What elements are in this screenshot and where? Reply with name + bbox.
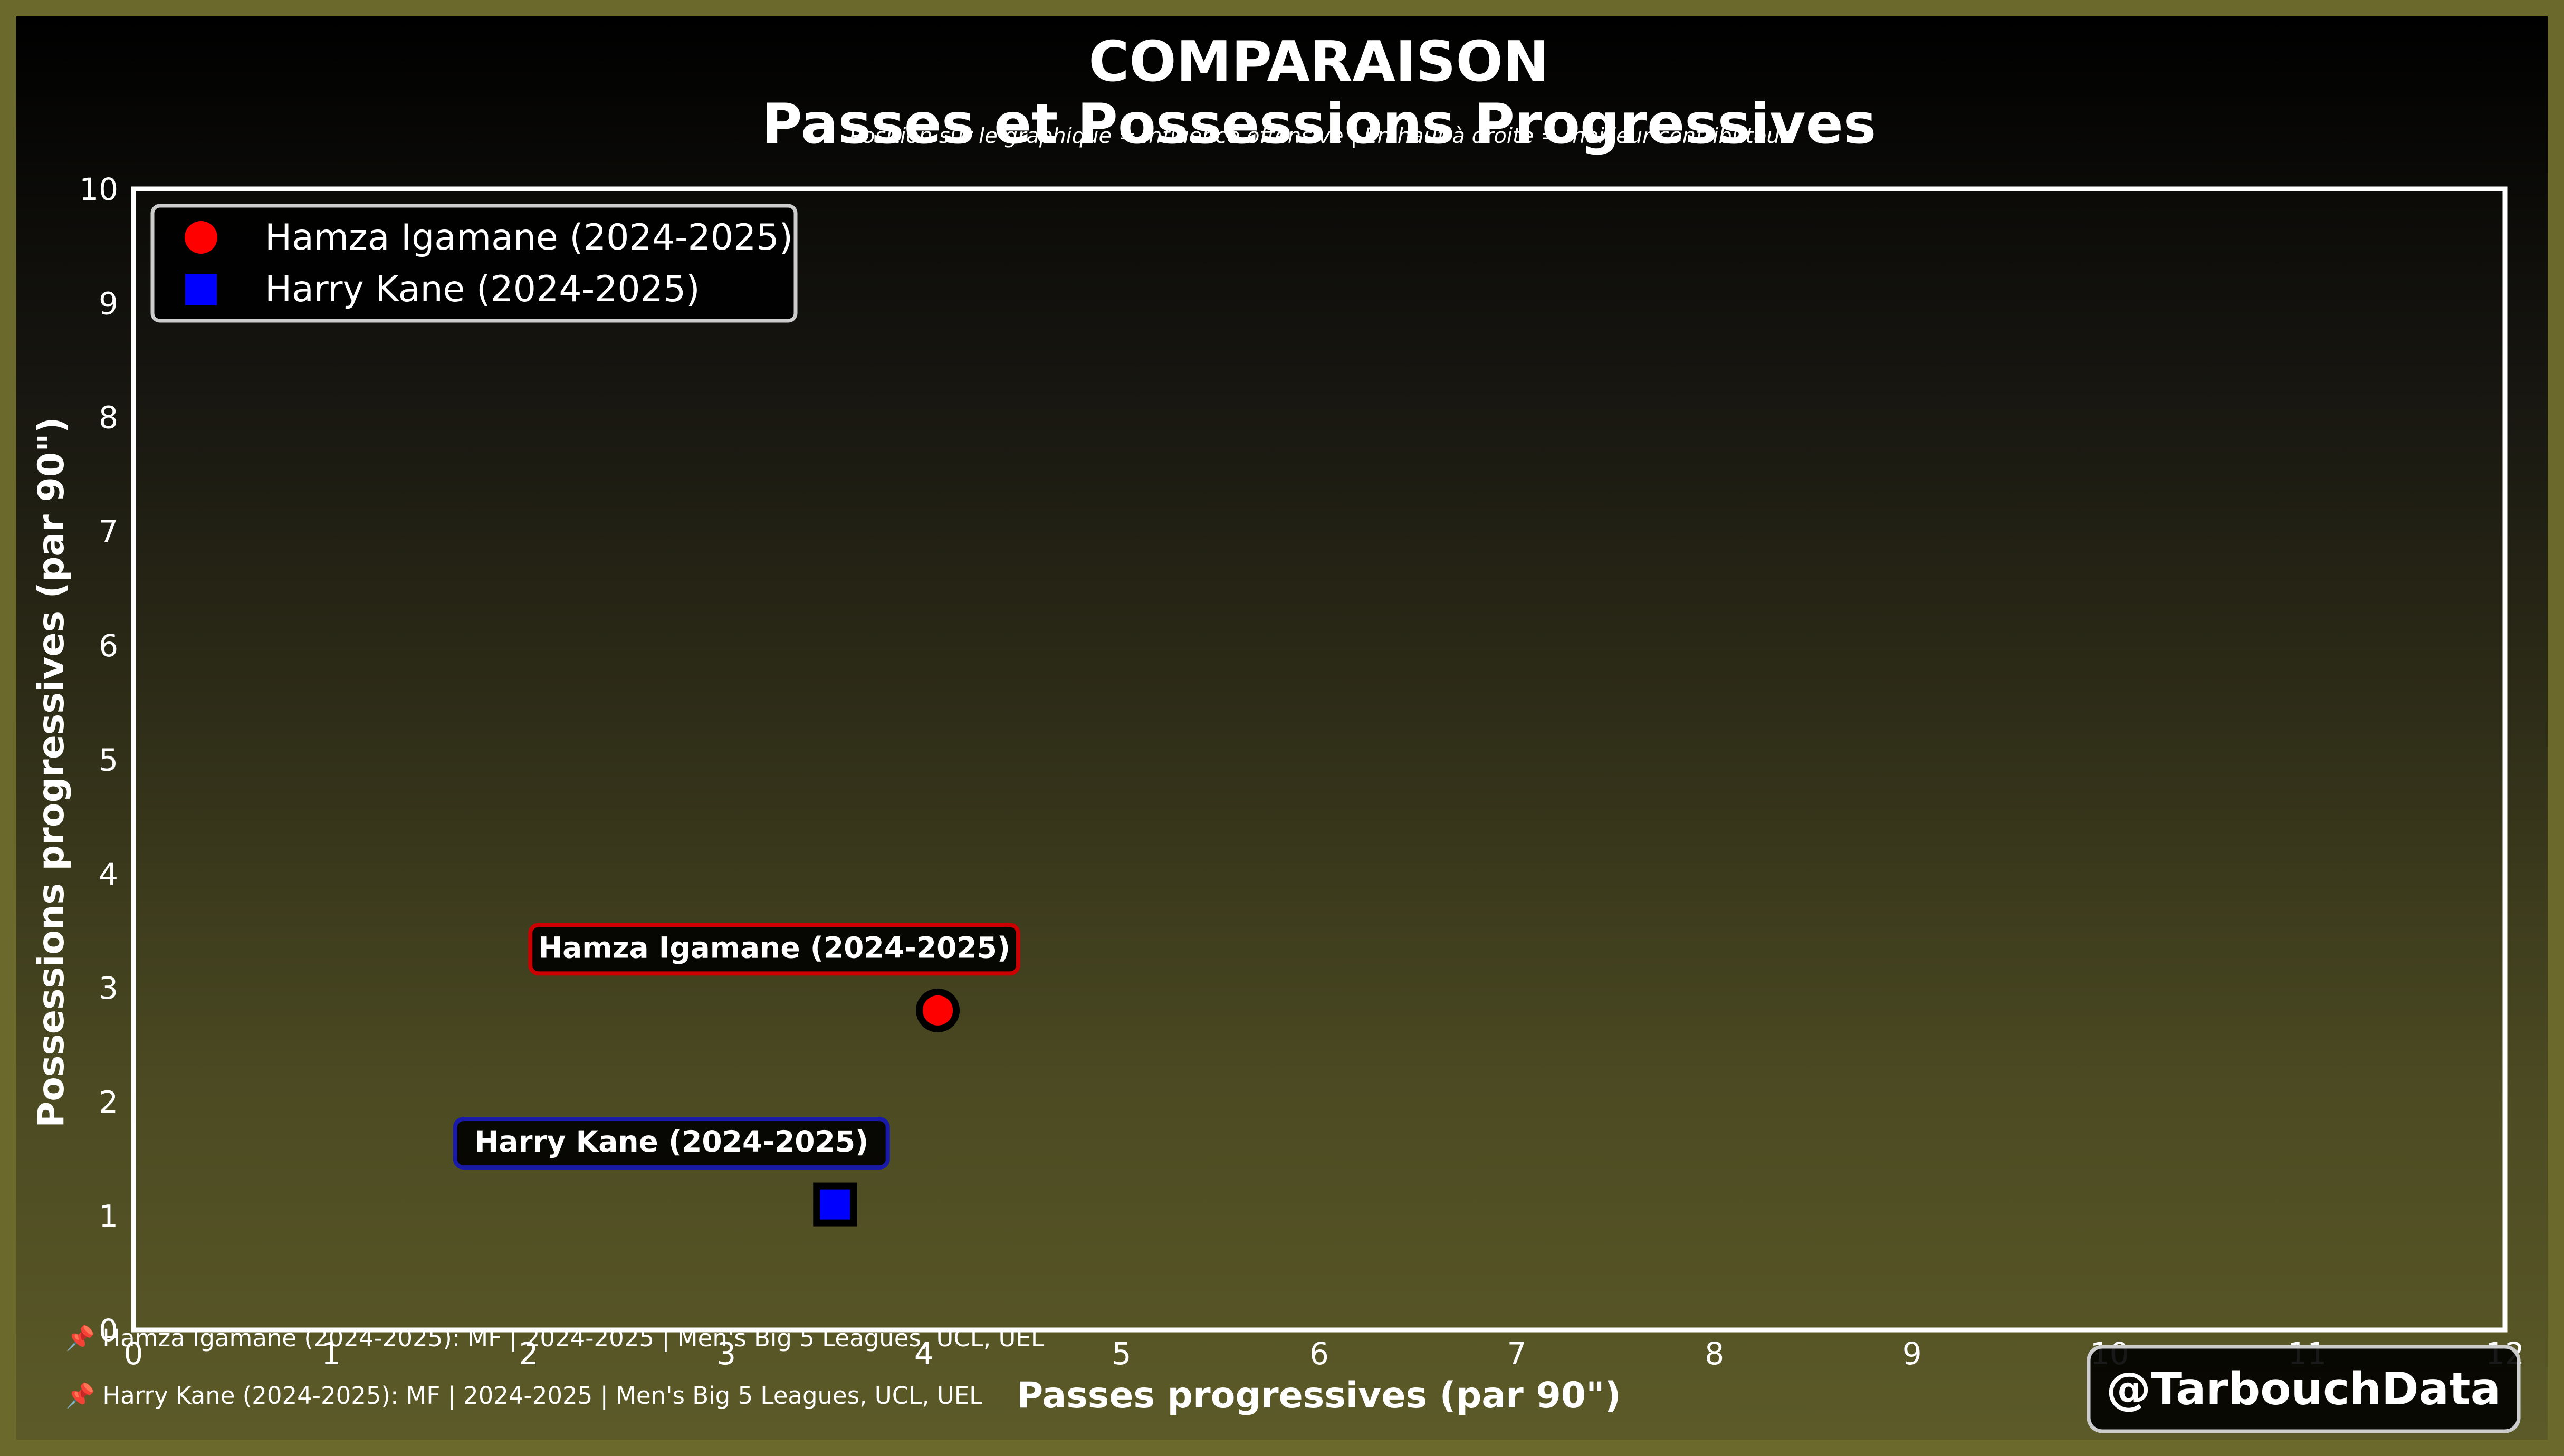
x-axis-label: Passes progressives (par 90") (1017, 1375, 1621, 1416)
x-tick-label: 4 (914, 1336, 934, 1372)
data-marks: Hamza Igamane (2024-2025) Harry Kane (202… (453, 923, 1021, 1227)
x-tick-label: 9 (1902, 1336, 1922, 1372)
brand-badge: @TarbouchData (2087, 1345, 2521, 1433)
chart-title: COMPARAISON (1088, 30, 1549, 94)
chart-frame: COMPARAISON Passes et Possessions Progre… (16, 16, 2548, 1440)
data-point (813, 1182, 857, 1227)
y-tick-label: 1 (99, 1199, 118, 1234)
x-tick-label: 2 (519, 1336, 539, 1372)
y-tick-label: 2 (99, 1084, 118, 1120)
point-annotation: Hamza Igamane (2024-2025) (538, 931, 1010, 964)
y-tick-label: 9 (99, 285, 118, 321)
plot-area (131, 186, 2508, 1333)
y-axis-label: Possessions progressives (par 90") (31, 417, 72, 1127)
data-point (916, 988, 960, 1032)
x-tick-label: 8 (1705, 1336, 1724, 1372)
legend-label: Hamza Igamane (2024-2025) (265, 217, 793, 258)
point-annotation-box (453, 1117, 890, 1170)
y-tick-label: 0 (99, 1313, 118, 1348)
chart-subtitle: Passes et Possessions Progressives (762, 92, 1877, 156)
y-tick-label: 6 (99, 628, 118, 664)
chart-caption: Position sur le graphique = influence of… (849, 124, 1790, 148)
y-tick-label: 5 (99, 742, 118, 778)
x-tick-label: 7 (1507, 1336, 1527, 1372)
footnote: 📌 Harry Kane (2024-2025): MF | 2024-2025… (65, 1381, 982, 1410)
brand-box (2087, 1345, 2521, 1433)
y-tick-label: 8 (99, 400, 118, 436)
y-tick-label: 7 (99, 514, 118, 550)
legend-label: Harry Kane (2024-2025) (265, 269, 700, 310)
y-tick-label: 4 (99, 856, 118, 892)
chart-svg: COMPARAISON Passes et Possessions Progre… (31, 30, 2524, 1433)
x-tick-label: 1 (321, 1336, 341, 1372)
x-tick-label: 3 (716, 1336, 736, 1372)
axis-ticks: 0123456789101112012345678910 (79, 171, 2524, 1372)
point-annotation: Harry Kane (2024-2025) (474, 1125, 868, 1158)
legend-marker-square (185, 274, 217, 305)
legend: Hamza Igamane (2024-2025) Harry Kane (20… (150, 204, 798, 323)
point-annotation-box (528, 923, 1021, 976)
y-tick-label: 10 (79, 171, 118, 207)
x-tick-label: 6 (1309, 1336, 1329, 1372)
y-tick-label: 3 (99, 970, 118, 1006)
legend-box (150, 204, 798, 323)
x-tick-label: 5 (1112, 1336, 1131, 1372)
legend-marker-circle (185, 221, 217, 254)
x-tick-label: 0 (124, 1336, 143, 1372)
footnote: 📌 Hamza Igamane (2024-2025): MF | 2024-2… (65, 1324, 1044, 1352)
brand-label: @TarbouchData (2106, 1363, 2501, 1415)
